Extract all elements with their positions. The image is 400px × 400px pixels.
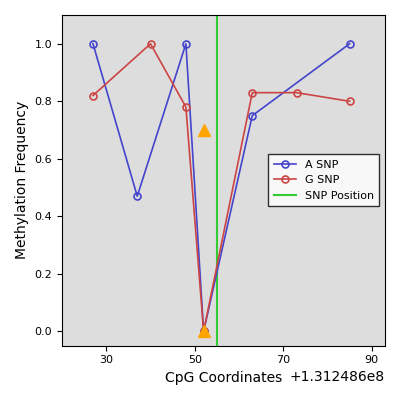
- G SNP: [347, 99, 352, 104]
- G SNP: [201, 329, 206, 334]
- X-axis label: CpG Coordinates: CpG Coordinates: [165, 371, 282, 385]
- Line: G SNP: G SNP: [90, 40, 353, 335]
- G SNP: [90, 93, 95, 98]
- A SNP: [201, 329, 206, 334]
- Y-axis label: Methylation Frequency: Methylation Frequency: [15, 101, 29, 260]
- G SNP: [148, 41, 153, 46]
- A SNP: [90, 41, 95, 46]
- A SNP: [250, 113, 255, 118]
- G SNP: [294, 90, 299, 95]
- A SNP: [347, 41, 352, 46]
- A SNP: [184, 41, 188, 46]
- Line: A SNP: A SNP: [90, 40, 353, 335]
- G SNP: [184, 105, 188, 110]
- A SNP: [135, 194, 140, 198]
- Legend: A SNP, G SNP, SNP Position: A SNP, G SNP, SNP Position: [268, 154, 380, 206]
- G SNP: [250, 90, 255, 95]
